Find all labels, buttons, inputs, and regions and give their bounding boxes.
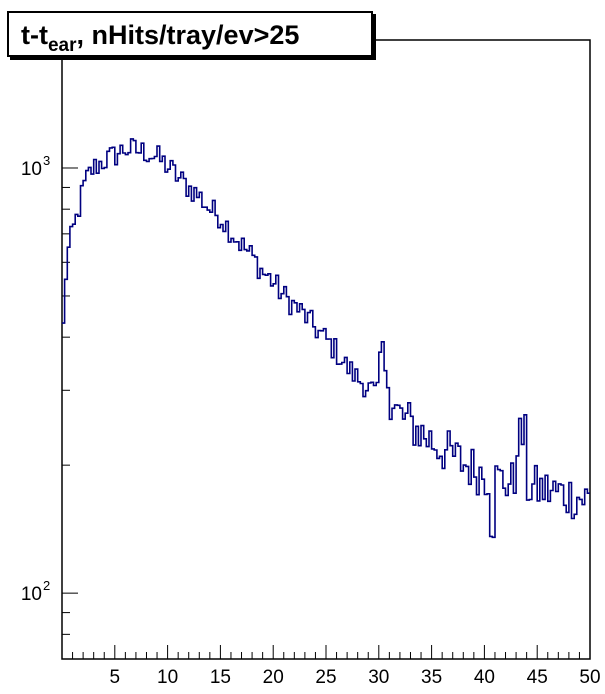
x-tick-label: 25: [315, 667, 336, 688]
histogram-line: [62, 138, 590, 539]
title-main: t-t: [21, 20, 48, 50]
x-tick-label: 50: [579, 667, 600, 688]
y-tick-exponent: 2: [43, 578, 50, 593]
x-tick-label: 5: [110, 667, 121, 688]
x-tick-label: 10: [157, 667, 178, 688]
title-rest: , nHits/tray/ev>25: [76, 20, 300, 50]
x-tick-label: 20: [263, 667, 284, 688]
x-tick-label: 45: [527, 667, 548, 688]
x-tick-label: 40: [474, 667, 495, 688]
x-tick-label: 35: [421, 667, 442, 688]
y-tick-label: 10: [21, 584, 42, 605]
y-tick-label: 10: [21, 159, 42, 180]
x-tick-label: 15: [210, 667, 231, 688]
x-tick-label: 30: [368, 667, 389, 688]
plot-frame: [61, 39, 591, 660]
y-tick-exponent: 3: [43, 153, 50, 168]
title-subscript: ear: [47, 35, 77, 56]
chart-title: t-tear, nHits/tray/ev>25: [7, 11, 373, 57]
x-axis-ticks: 5 10 15 20 25 30 35 40 45 50: [61, 645, 601, 688]
